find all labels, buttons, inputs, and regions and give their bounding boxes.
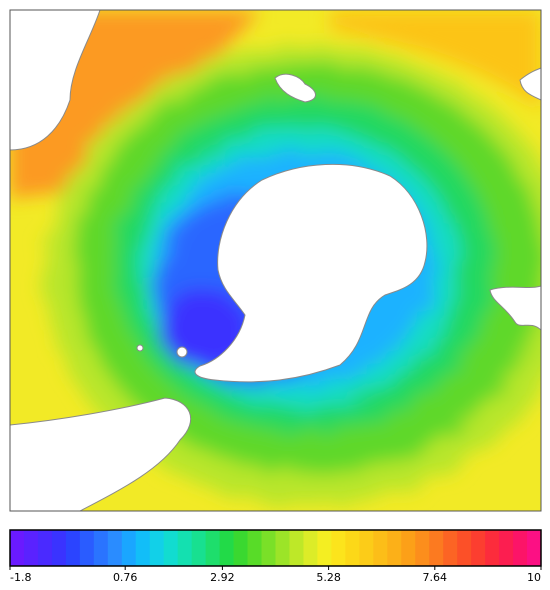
colorbar-tick-label: 10 <box>527 571 541 584</box>
colorbar-segment <box>261 530 276 566</box>
colorbar-frame <box>9 529 542 567</box>
colorbar-segment <box>471 530 486 566</box>
colorbar-segment <box>23 530 39 566</box>
colorbar <box>10 530 542 566</box>
colorbar-segment <box>51 530 67 566</box>
colorbar-tick-label: -1.8 <box>10 571 31 584</box>
colorbar-segment <box>359 530 374 566</box>
colorbar-segment <box>429 530 444 566</box>
colorbar-segment <box>219 530 235 566</box>
colorbar-segment <box>373 530 388 566</box>
colorbar-segment <box>289 530 304 566</box>
colorbar-segment <box>10 530 25 566</box>
colorbar-segment <box>303 530 318 566</box>
colorbar-segment <box>499 530 514 566</box>
colorbar-segment <box>485 530 500 566</box>
colorbar-tick-label: 0.76 <box>113 571 138 584</box>
colorbar-tick-label: 7.64 <box>423 571 448 584</box>
colorbar-segment <box>415 530 430 566</box>
colorbar-segment <box>275 530 290 566</box>
colorbar-segment <box>93 530 109 566</box>
colorbar-tick-label: 5.28 <box>316 571 341 584</box>
colorbar-segment <box>107 530 123 566</box>
colorbar-segment <box>149 530 165 566</box>
colorbar-segment <box>79 530 95 566</box>
colorbar-segment <box>513 530 528 566</box>
colorbar-tick-label: 2.92 <box>210 571 235 584</box>
map-frame <box>9 9 542 512</box>
colorbar-segment <box>177 530 193 566</box>
colorbar-segment <box>233 530 249 566</box>
temperature-map <box>10 10 541 511</box>
colorbar-segment <box>527 530 542 566</box>
land <box>10 10 541 511</box>
colorbar-segment <box>191 530 207 566</box>
colorbar-segment <box>443 530 458 566</box>
colorbar-segment <box>65 530 81 566</box>
colorbar-segment <box>331 530 346 566</box>
colorbar-segment <box>317 530 332 566</box>
colorbar-segment <box>401 530 416 566</box>
colorbar-segment <box>163 530 179 566</box>
colorbar-segment <box>387 530 402 566</box>
colorbar-segment <box>345 530 360 566</box>
colorbar-segment <box>135 530 151 566</box>
colorbar-segment <box>205 530 221 566</box>
colorbar-segment <box>37 530 53 566</box>
colorbar-segment <box>121 530 137 566</box>
colorbar-segment <box>247 530 263 566</box>
colorbar-segment <box>457 530 472 566</box>
